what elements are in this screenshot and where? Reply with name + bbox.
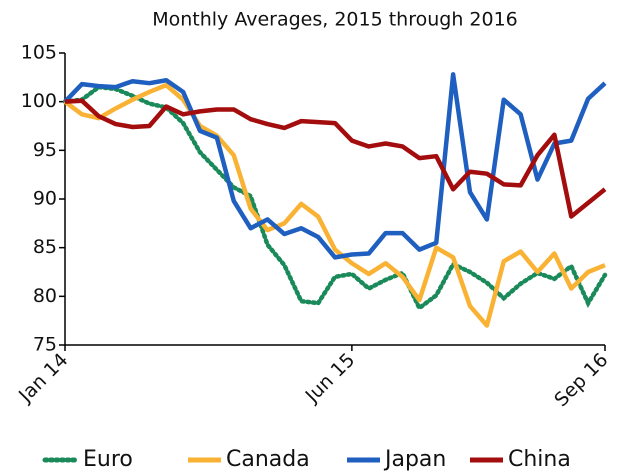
legend-label: Euro — [83, 447, 133, 472]
legend-label: China — [508, 447, 571, 472]
legend-label: Canada — [226, 447, 310, 472]
y-tick-label: 75 — [33, 334, 57, 356]
y-tick-label: 85 — [33, 236, 57, 258]
y-tick-label: 95 — [33, 139, 57, 161]
x-tick-label: Jun 15 — [301, 349, 360, 408]
x-tick-label: Jan 14 — [14, 349, 72, 407]
series-line — [62, 84, 608, 312]
y-tick-label: 105 — [21, 42, 57, 64]
series-line — [63, 72, 607, 260]
y-tick-label: 90 — [33, 188, 57, 210]
legend-label: Japan — [383, 447, 446, 472]
x-tick-label: Sep 16 — [550, 349, 612, 411]
y-tick-label: 100 — [21, 90, 57, 112]
chart-title: Monthly Averages, 2015 through 2016 — [152, 9, 518, 31]
series-line — [64, 98, 607, 219]
y-tick-label: 80 — [33, 285, 57, 307]
series-line — [63, 82, 606, 328]
